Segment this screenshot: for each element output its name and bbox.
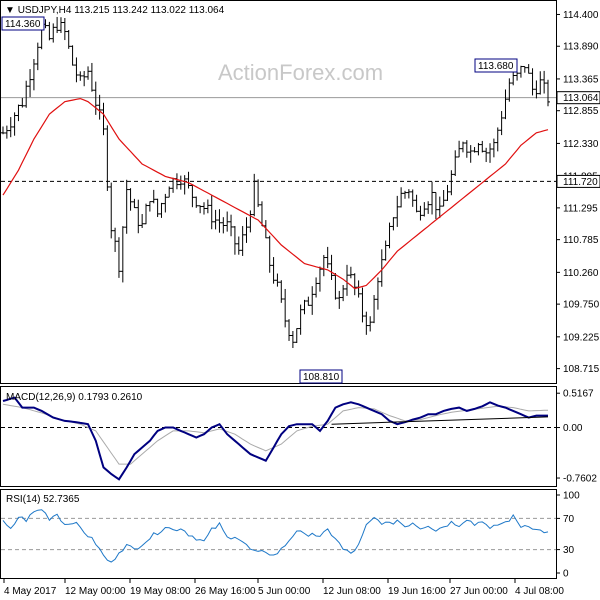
price-annotation-box (474, 58, 518, 73)
macd-tick-label: 0.00 (563, 423, 583, 434)
time-tick-label: 12 May 00:00 (65, 586, 126, 597)
price-tick-label: 113.890 (563, 42, 599, 53)
time-tick-label: 27 Jun 00:00 (450, 586, 508, 597)
price-annotation: 108.810 (303, 372, 340, 383)
rsi-tick-label: 0 (563, 569, 569, 580)
time-tick-label: 19 Jun 16:00 (388, 586, 446, 597)
macd-signal-line (2, 403, 549, 465)
rsi-tick-label: 100 (563, 491, 580, 502)
rsi-tick-label: 70 (563, 514, 575, 525)
price-tick-label: 112.330 (563, 139, 599, 150)
current-price-box (556, 91, 600, 105)
rsi-lines (1, 509, 556, 563)
price-tick-label: 109.225 (563, 332, 600, 343)
price-tick-label: 112.855 (563, 106, 599, 117)
price-tick-label: 114.400 (563, 10, 599, 21)
rsi-panel (0, 489, 557, 579)
macd-title: MACD(12,26,9) 0.1793 0.2610 (6, 392, 143, 403)
moving-average (2, 97, 549, 290)
macd-panel (0, 386, 557, 487)
macd-line (2, 396, 548, 481)
price-axis: 114.400113.890113.365112.855112.330111.8… (556, 10, 600, 375)
watermark: ActionForex.com (218, 60, 383, 85)
time-tick-label: 4 May 2017 (4, 586, 57, 597)
price-tick-label: 111.295 (563, 203, 598, 214)
price-annotation: 114.360 (5, 19, 41, 30)
moving-average-line (2, 97, 549, 290)
price-tick-label: 110.785 (563, 235, 599, 246)
macd-tick-label: 0.5167 (563, 389, 594, 400)
price-annotation-box (1, 16, 45, 31)
price-tick-label: 110.260 (563, 268, 599, 279)
main-panel (0, 0, 557, 384)
macd-axis: 0.5167 0.00 -0.7602 (556, 389, 597, 485)
price-tick-label: 113.365 (563, 74, 599, 85)
main-reference-lines (1, 97, 556, 182)
support-label: 111.720 (563, 177, 598, 188)
price-tick-label: 109.750 (563, 300, 600, 311)
price-annotation-box (299, 369, 343, 384)
time-axis: 4 May 2017 12 May 00:00 19 May 08:00 26 May… (3, 578, 564, 597)
ohlc-readout: 113.215 113.242 113.022 113.064 (74, 5, 224, 16)
time-tick-label: 19 May 08:00 (130, 586, 191, 597)
macd-trendline (331, 416, 549, 425)
rsi-axis: 100 70 30 0 (556, 491, 580, 580)
macd-lines (1, 396, 556, 481)
chart-title: ▼ USDJPY,H4 113.215 113.242 113.022 113.… (5, 5, 225, 16)
price-annotation: 113.680 (478, 61, 514, 72)
time-tick-label: 4 Jul 08:00 (515, 586, 564, 597)
support-label-box (556, 174, 600, 188)
time-tick-label: 26 May 16:00 (195, 586, 256, 597)
price-tick-label: 108.715 (563, 364, 600, 375)
time-tick-label: 12 Jun 08:00 (323, 586, 381, 597)
rsi-tick-label: 30 (563, 545, 575, 556)
rsi-line (2, 509, 549, 563)
macd-tick-label: -0.7602 (563, 474, 597, 485)
rsi-title: RSI(14) 52.7365 (6, 494, 80, 505)
collapse-arrow-icon: ▼ (5, 5, 18, 16)
time-tick-label: 5 Jun 00:00 (258, 586, 311, 597)
price-annotations: 111.720 113.064 114.360 113.680 108.810 (1, 16, 600, 384)
current-price-label: 113.064 (563, 93, 599, 104)
chart-symbol: USDJPY,H4 (18, 5, 72, 16)
